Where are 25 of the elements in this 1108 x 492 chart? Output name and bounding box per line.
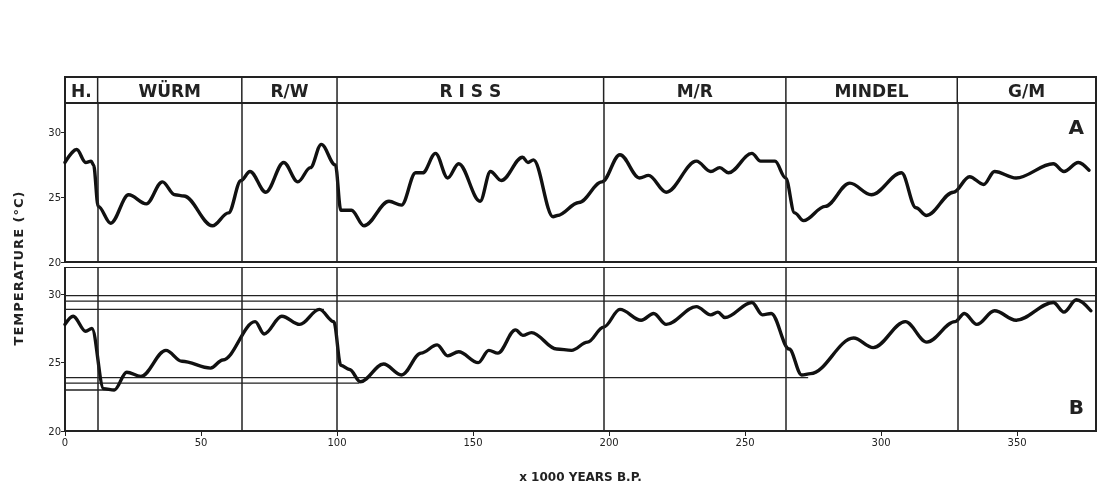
x-tick-label: 0 xyxy=(61,436,69,448)
y-tick-label: 20 xyxy=(48,256,61,268)
annotation: B xyxy=(1068,395,1084,419)
text: G/M xyxy=(1008,81,1046,101)
x-tick-label: 250 xyxy=(735,436,755,448)
x-tick-label: 300 xyxy=(871,436,891,448)
y-tick-label: 25 xyxy=(48,191,61,203)
x-tick-label: 100 xyxy=(327,436,347,448)
x-tick-label: 200 xyxy=(599,436,619,448)
y-tick-label: 20 xyxy=(48,425,61,437)
y-tick-label: 25 xyxy=(48,357,61,369)
text: MINDEL xyxy=(834,81,909,101)
text: H. xyxy=(70,81,92,101)
text: M/R xyxy=(676,81,713,101)
text: R/W xyxy=(270,81,309,101)
y-tick-label: 30 xyxy=(48,288,61,300)
x-tick-label: 50 xyxy=(194,436,208,448)
x-axis-title: x 1000 YEARS B.P. xyxy=(519,470,642,484)
text: R I S S xyxy=(439,81,502,101)
x-tick-label: 350 xyxy=(1007,436,1027,448)
y-axis-title: TEMPERATURE (°C) xyxy=(10,190,26,346)
annotation: A xyxy=(1068,115,1085,139)
x-tick-label: 150 xyxy=(463,436,483,448)
text: WÜRM xyxy=(138,80,202,101)
y-tick-label: 30 xyxy=(48,127,61,139)
